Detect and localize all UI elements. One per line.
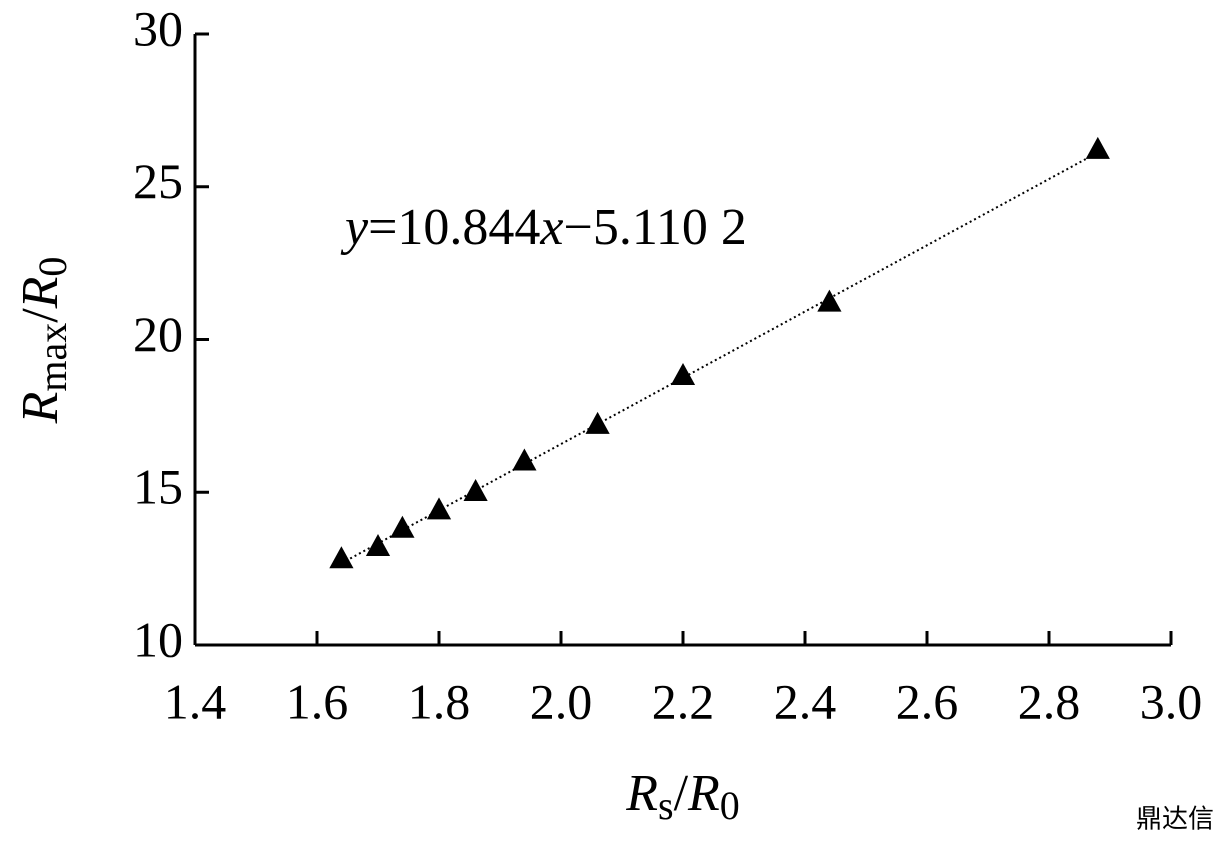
point bbox=[670, 362, 696, 385]
x-tick-label: 2.6 bbox=[896, 673, 959, 729]
annotation-part: y bbox=[340, 199, 369, 256]
x-axis-label-part: / bbox=[674, 765, 689, 822]
y-axis-label-part: / bbox=[12, 308, 69, 323]
y-axis-label-part: R bbox=[12, 392, 69, 425]
point bbox=[390, 515, 415, 538]
y-tick-label: 20 bbox=[133, 306, 183, 362]
trendline bbox=[340, 151, 1099, 565]
x-tick-label: 1.6 bbox=[286, 673, 349, 729]
watermark: 鼎达信 bbox=[1136, 805, 1214, 835]
point bbox=[463, 479, 488, 502]
y-tick-label: 30 bbox=[133, 0, 183, 56]
point bbox=[365, 534, 391, 557]
point bbox=[817, 289, 842, 312]
x-axis-label-part: R bbox=[625, 765, 658, 822]
point bbox=[512, 448, 537, 471]
x-axis-label-part: R bbox=[687, 765, 720, 822]
annotation-part: =10.844 bbox=[368, 199, 540, 256]
x-axis-label: Rs/R0 bbox=[625, 765, 740, 828]
x-tick-label: 2.2 bbox=[652, 673, 715, 729]
y-axis-label-part: R bbox=[12, 277, 69, 310]
x-tick-label: 3.0 bbox=[1140, 673, 1203, 729]
y-axis-label-part: max bbox=[30, 323, 75, 392]
x-axis-label-part: s bbox=[658, 783, 674, 828]
annotation: y=10.844x−5.110 2 bbox=[340, 199, 747, 256]
x-tick-label: 2.0 bbox=[530, 673, 593, 729]
y-tick-label: 10 bbox=[133, 611, 183, 667]
annotation-part: x bbox=[539, 199, 563, 256]
x-axis-label-part: 0 bbox=[720, 783, 740, 828]
y-tick-label: 15 bbox=[133, 459, 183, 515]
y-tick-label: 25 bbox=[133, 153, 183, 209]
x-tick-label: 2.4 bbox=[774, 673, 837, 729]
x-tick-label: 1.4 bbox=[164, 673, 227, 729]
annotation-part: −5.110 2 bbox=[564, 199, 747, 256]
point bbox=[1085, 136, 1110, 159]
point bbox=[329, 546, 354, 569]
point bbox=[426, 497, 452, 520]
point bbox=[585, 411, 610, 434]
y-axis-label: Rmax/R0 bbox=[12, 257, 75, 425]
x-tick-label: 1.8 bbox=[408, 673, 471, 729]
x-tick-label: 2.8 bbox=[1018, 673, 1081, 729]
y-axis-label-part: 0 bbox=[30, 257, 75, 277]
